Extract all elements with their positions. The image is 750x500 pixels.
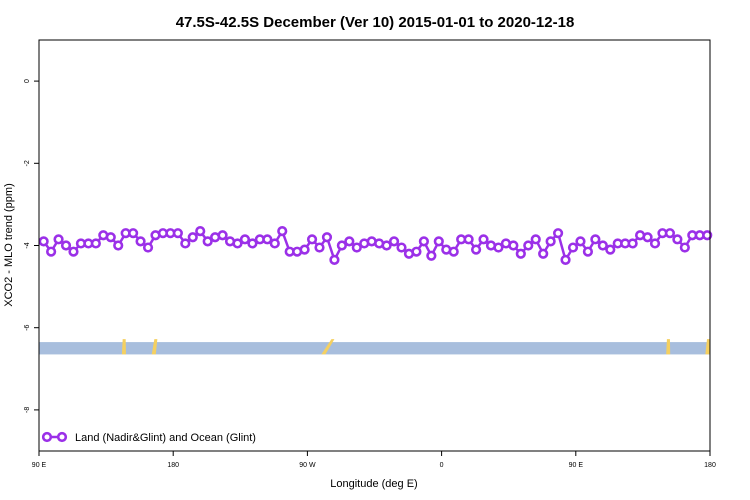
data-point — [508, 240, 519, 251]
data-point — [388, 236, 400, 247]
data-point — [306, 234, 318, 245]
data-point — [448, 246, 459, 257]
data-point — [538, 248, 549, 259]
x-tick-label-2: 90 W — [299, 462, 316, 469]
data-point — [60, 240, 72, 251]
data-point — [247, 238, 258, 249]
land-segment-3 — [666, 339, 671, 355]
x-tick-label-5: 180 — [704, 462, 716, 469]
y-tick-label-2: -4 — [24, 242, 31, 248]
land-segment-4 — [705, 339, 710, 355]
data-point — [627, 238, 638, 249]
data-point — [90, 238, 101, 249]
legend-swatch-marker — [56, 431, 68, 443]
data-point — [411, 246, 422, 257]
data-point — [202, 236, 213, 247]
y-tick-label-1: -2 — [24, 160, 31, 166]
data-point — [277, 226, 288, 237]
data-point — [560, 254, 571, 265]
data-point — [575, 236, 586, 247]
data-point — [105, 232, 116, 243]
data-point — [336, 240, 347, 251]
data-point — [128, 228, 139, 239]
data-point — [172, 228, 183, 239]
data-point — [590, 234, 601, 245]
data-point — [187, 232, 198, 243]
data-point — [523, 240, 534, 251]
data-point — [180, 238, 191, 249]
data-point — [269, 238, 280, 249]
data-point — [135, 236, 146, 247]
data-point — [321, 232, 333, 243]
data-point — [545, 236, 556, 247]
data-point — [664, 228, 676, 239]
x-tick-label-0: 90 E — [32, 462, 47, 469]
legend-swatch-marker — [41, 431, 53, 443]
data-point — [679, 242, 690, 253]
data-point — [530, 234, 541, 245]
data-point — [552, 228, 564, 239]
legend-label: Land (Nadir&Glint) and Ocean (Glint) — [75, 432, 256, 444]
data-point — [232, 238, 243, 249]
land-segment-0 — [121, 339, 126, 355]
data-point — [38, 236, 49, 247]
data-point — [262, 234, 273, 245]
x-tick-label-1: 180 — [167, 462, 179, 469]
data-point — [329, 254, 340, 265]
data-point — [239, 234, 251, 245]
land-segment-1 — [151, 339, 158, 355]
data-point — [672, 234, 683, 245]
data-point — [46, 246, 57, 257]
y-axis: 0 -2 -4 -6 -8 — [24, 79, 39, 413]
data-point — [53, 234, 64, 245]
x-tick-label-4: 90 E — [569, 462, 584, 469]
data-point — [217, 230, 228, 241]
x-tick-label-3: 0 — [440, 462, 444, 469]
data-point — [381, 240, 392, 251]
y-tick-label-4: -8 — [24, 407, 31, 413]
data-point — [642, 232, 653, 243]
data-point — [478, 234, 489, 245]
data-point — [426, 250, 437, 261]
y-tick-label-3: -6 — [24, 324, 31, 330]
data-point — [597, 240, 608, 251]
legend: Land (Nadir&Glint) and Ocean (Glint) — [41, 431, 256, 444]
data-point — [649, 238, 661, 249]
x-axis: 90 E 180 90 W 0 90 E 180 — [32, 451, 716, 469]
data-point — [68, 246, 79, 257]
plot-layer — [38, 226, 713, 355]
data-point — [470, 244, 482, 255]
data-point — [113, 240, 124, 251]
chart-title: 47.5S-42.5S December (Ver 10) 2015-01-01… — [176, 14, 575, 31]
data-point — [344, 236, 355, 247]
data-point — [396, 242, 407, 253]
data-point — [299, 244, 310, 255]
data-point — [582, 246, 594, 257]
data-point — [351, 242, 362, 253]
ocean-band — [39, 342, 710, 355]
x-axis-label: Longitude (deg E) — [330, 478, 417, 490]
data-point — [314, 242, 325, 253]
data-point — [605, 244, 616, 255]
y-axis-label: XCO2 - MLO trend (ppm) — [3, 183, 15, 306]
data-point — [493, 242, 504, 253]
data-point — [515, 248, 526, 259]
data-point — [702, 230, 713, 241]
y-tick-label-0: 0 — [24, 79, 31, 83]
land-segment-2 — [321, 339, 335, 355]
data-point — [195, 226, 206, 237]
data-point — [142, 242, 154, 253]
data-point — [463, 234, 474, 245]
data-point — [433, 236, 444, 247]
data-point — [567, 242, 579, 253]
data-point — [418, 236, 429, 247]
